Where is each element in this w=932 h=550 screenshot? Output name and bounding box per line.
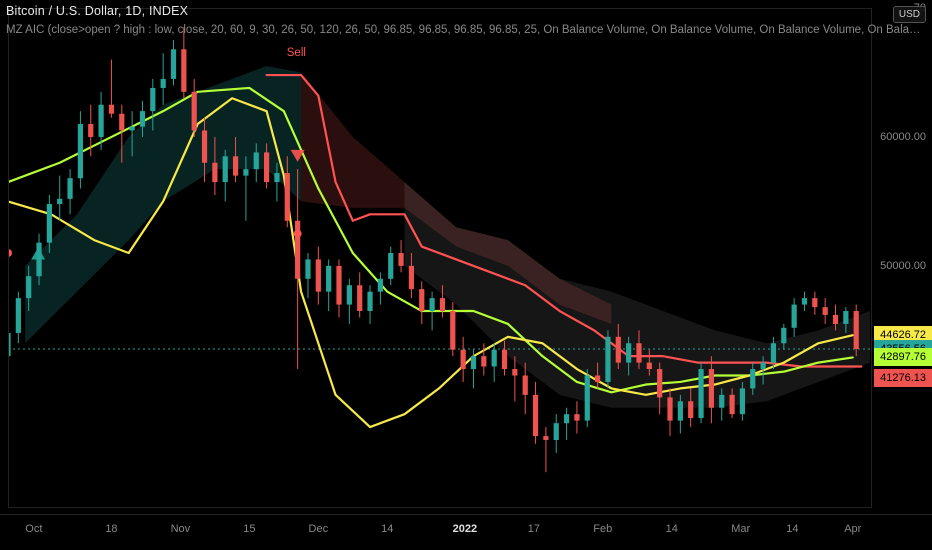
x-tick: 14 bbox=[666, 523, 678, 535]
price-chart[interactable] bbox=[8, 8, 870, 498]
y-tick: 50000.00 bbox=[880, 260, 926, 272]
x-tick: 18 bbox=[105, 523, 117, 535]
x-tick: Feb bbox=[593, 523, 612, 535]
sell-marker: Sell bbox=[287, 47, 306, 59]
currency-badge: USD bbox=[893, 6, 926, 23]
x-tick: Apr bbox=[844, 523, 861, 535]
x-tick: 17 bbox=[528, 523, 540, 535]
x-tick: Mar bbox=[731, 523, 750, 535]
x-axis[interactable]: Oct 18 Nov 15 Dec 14 2022 17 Feb 14 Mar 14 Apr bbox=[0, 514, 932, 550]
y-tick: 60000.00 bbox=[880, 131, 926, 143]
x-tick: Oct bbox=[25, 523, 42, 535]
x-tick: 14 bbox=[381, 523, 393, 535]
x-tick: 15 bbox=[243, 523, 255, 535]
price-label: 42897.76 bbox=[874, 348, 932, 366]
indicator-summary: MZ AIC (close>open ? high : low, close, … bbox=[6, 24, 926, 36]
price-label: 41276.13 bbox=[874, 369, 932, 387]
x-tick: 2022 bbox=[453, 523, 477, 535]
x-tick: 14 bbox=[786, 523, 798, 535]
x-tick: Nov bbox=[171, 523, 191, 535]
y-axis[interactable]: 7060000.0050000.00 bbox=[872, 0, 932, 510]
x-tick: Dec bbox=[309, 523, 329, 535]
chart-title: Bitcoin / U.S. Dollar, 1D, INDEX bbox=[6, 4, 926, 18]
